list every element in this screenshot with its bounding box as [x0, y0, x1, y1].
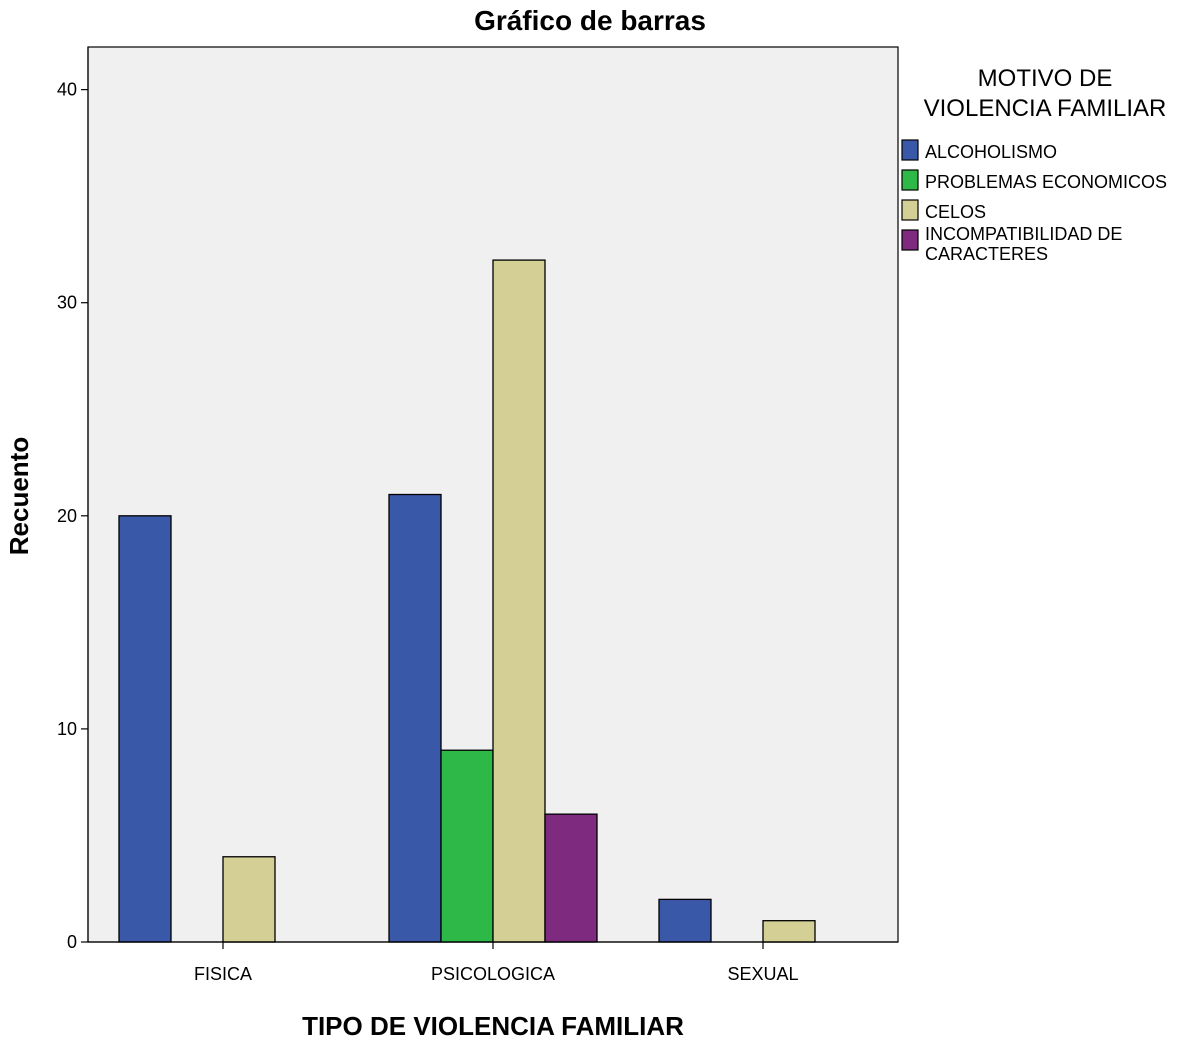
- y-tick-label: 0: [67, 932, 77, 952]
- bar-fisica-celos: [222, 856, 276, 943]
- legend-swatch: [901, 169, 919, 191]
- legend-label: INCOMPATIBILIDAD DE: [925, 224, 1122, 244]
- x-axis: FISICA PSICOLOGICA SEXUAL: [88, 941, 898, 984]
- legend-title: VIOLENCIA FAMILIAR: [924, 95, 1167, 122]
- bar-sexual-alcoholismo: [658, 898, 712, 943]
- y-tick-label: 40: [57, 80, 77, 100]
- legend-swatch: [901, 199, 919, 221]
- legend-swatch: [901, 229, 919, 251]
- legend-swatch: [901, 139, 919, 161]
- chart-title: Gráfico de barras: [474, 5, 706, 36]
- x-tick-label: FISICA: [194, 964, 252, 984]
- y-tick-label: 30: [57, 293, 77, 313]
- legend-label: CARACTERES: [925, 244, 1048, 264]
- bar-fisica-alcoholismo: [118, 515, 172, 943]
- legend: MOTIVO DE VIOLENCIA FAMILIAR ALCOHOLISMO PR…: [901, 65, 1167, 264]
- y-axis-title: Recuento: [4, 437, 34, 555]
- bar-sexual-celos: [762, 920, 816, 943]
- x-tick-label: SEXUAL: [727, 964, 798, 984]
- bar-psicologica-alcoholismo: [388, 493, 442, 943]
- y-axis: 0 10 20 30 40: [57, 47, 89, 952]
- bar-psicologica-problemas-economicos: [440, 749, 494, 943]
- legend-label: ALCOHOLISMO: [925, 142, 1057, 162]
- bars: [118, 259, 816, 943]
- legend-label: CELOS: [925, 202, 986, 222]
- x-axis-title: TIPO DE VIOLENCIA FAMILIAR: [302, 1011, 684, 1040]
- bar-psicologica-incompatibilidad-de-caracteres: [544, 813, 598, 943]
- legend-title: MOTIVO DE: [978, 65, 1113, 92]
- bar-psicologica-celos: [492, 259, 546, 943]
- legend-label: PROBLEMAS ECONOMICOS: [925, 172, 1167, 192]
- x-tick-label: PSICOLOGICA: [431, 964, 555, 984]
- y-tick-label: 20: [57, 506, 77, 526]
- y-tick-label: 10: [57, 719, 77, 739]
